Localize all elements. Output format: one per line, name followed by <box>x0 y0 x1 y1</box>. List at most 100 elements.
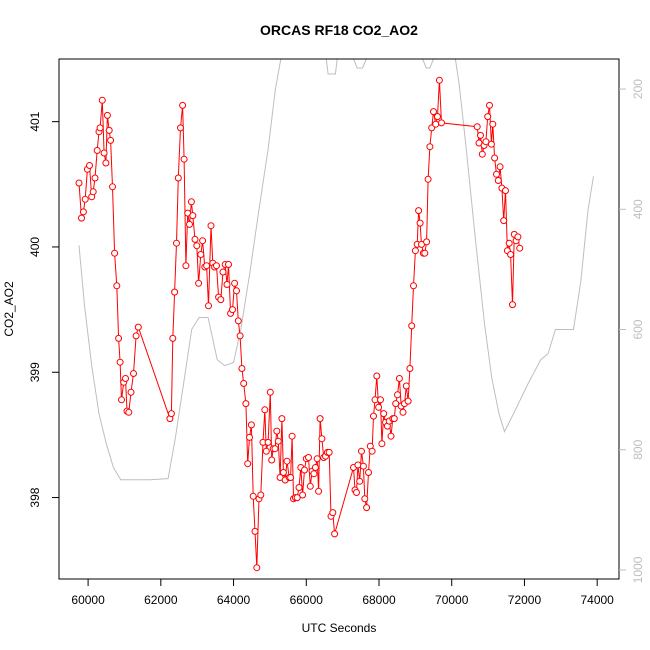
co2-point <box>514 233 522 241</box>
co2-series <box>75 76 524 572</box>
co2-point <box>182 262 190 270</box>
co2-point <box>271 445 279 453</box>
co2-point <box>225 261 232 268</box>
co2-point <box>299 491 307 499</box>
x-tick-label: 60000 <box>71 593 105 607</box>
co2-point <box>174 174 182 182</box>
right-y-tick-label: 400 <box>631 199 645 219</box>
co2-point <box>430 108 437 116</box>
co2-point <box>115 334 123 342</box>
co2-point <box>203 262 211 270</box>
co2-point <box>356 477 364 485</box>
co2-point <box>375 403 383 411</box>
x-tick-label: 70000 <box>435 593 469 607</box>
co2-point <box>100 149 108 157</box>
co2-point <box>86 162 93 169</box>
co2-point <box>91 174 99 182</box>
right-y-tick-label: 1000 <box>631 556 645 583</box>
x-tick-label: 74000 <box>580 593 614 607</box>
co2-point <box>423 238 431 246</box>
co2-point <box>306 482 314 490</box>
co2-point <box>325 448 333 456</box>
co2-point <box>359 462 367 470</box>
co2-point <box>287 474 295 481</box>
co2-point <box>408 322 416 330</box>
co2-point <box>187 198 195 206</box>
co2-point <box>98 96 106 104</box>
co2-point <box>236 332 244 340</box>
co2-point <box>180 155 188 163</box>
co2-point <box>191 235 199 243</box>
co2-point <box>177 124 184 132</box>
co2-point <box>310 470 318 478</box>
co2-point <box>116 358 124 366</box>
co2-point <box>205 302 212 310</box>
co2-point <box>395 375 403 382</box>
co2-point <box>247 421 255 429</box>
co2-point <box>179 101 187 109</box>
co2-point <box>370 412 377 420</box>
co2-point <box>392 400 400 408</box>
co2-point <box>207 222 215 230</box>
co2-point <box>387 432 395 440</box>
co2-point <box>109 183 116 191</box>
co2-point <box>301 466 308 474</box>
co2-point <box>505 239 513 247</box>
co2-point <box>313 455 321 463</box>
co2-point <box>415 207 423 215</box>
x-tick-label: 68000 <box>362 593 396 607</box>
co2-point <box>477 131 484 139</box>
co2-point <box>273 427 281 435</box>
co2-point <box>249 492 257 500</box>
co2-point <box>79 208 87 216</box>
y-tick-label: 401 <box>28 111 42 131</box>
co2-point <box>219 268 227 276</box>
co2-point <box>130 370 137 377</box>
co2-point <box>132 332 140 340</box>
co2-point <box>311 464 319 471</box>
co2-point <box>484 113 492 121</box>
co2-point <box>496 163 504 171</box>
co2-point <box>331 530 339 538</box>
x-tick-label: 72000 <box>508 593 542 607</box>
co2-point <box>234 317 242 325</box>
co2-point <box>435 76 443 84</box>
y-axis: 398 399 400 401 <box>28 111 59 508</box>
co2-point <box>78 214 85 222</box>
co2-point <box>502 187 509 195</box>
co2-point <box>264 438 272 446</box>
y-tick-label: 400 <box>28 237 42 257</box>
co2-point <box>199 237 207 245</box>
co2-point <box>315 487 323 495</box>
right-y-tick-label: 200 <box>631 79 645 99</box>
co2-point <box>134 323 142 331</box>
co2-point <box>411 247 419 255</box>
y-tick-label: 399 <box>28 362 42 382</box>
co2-point <box>399 408 407 416</box>
co2-point <box>478 150 486 158</box>
co2-point <box>354 461 362 469</box>
co2-point <box>266 388 274 396</box>
co2-point <box>125 408 133 416</box>
co2-point <box>295 484 303 491</box>
co2-point <box>244 460 252 468</box>
right-y-axis: 200 400 600 800 1000 <box>619 79 645 583</box>
pressure-line <box>78 58 594 481</box>
co2-point <box>233 287 240 295</box>
co2-point <box>288 432 296 440</box>
co2-point <box>432 120 440 128</box>
co2-point <box>361 495 369 503</box>
co2-point <box>305 454 312 461</box>
x-axis: 60000 62000 64000 66000 68000 70000 72000 74000 <box>71 579 614 607</box>
co2-point <box>486 101 493 109</box>
co2-point <box>274 437 282 445</box>
co2-point <box>238 365 246 372</box>
co2-point <box>424 175 432 183</box>
co2-point <box>293 494 301 502</box>
co2-point <box>279 469 287 476</box>
co2-point <box>416 219 424 227</box>
co2-point <box>167 410 175 418</box>
x-tick-label: 62000 <box>144 593 178 607</box>
co2-point <box>93 147 101 154</box>
